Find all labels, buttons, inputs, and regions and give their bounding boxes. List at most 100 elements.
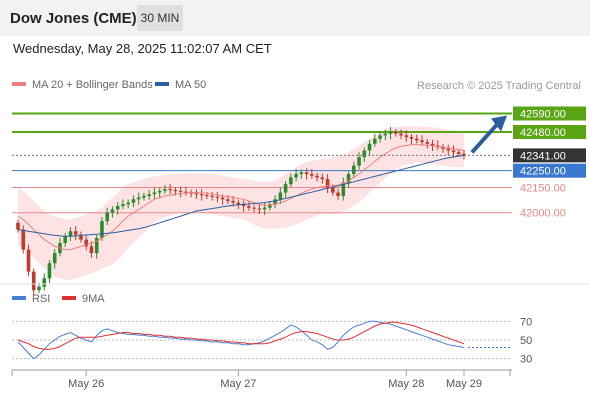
- candle-body: [184, 191, 188, 193]
- candle-body: [89, 246, 94, 254]
- candle-body: [441, 147, 445, 149]
- candle-body: [456, 152, 461, 154]
- instrument-title: Dow Jones (CME): [10, 10, 137, 27]
- candle-body: [236, 202, 241, 205]
- candle-body: [115, 206, 120, 210]
- candle-body: [362, 150, 367, 158]
- rsi-level-label: 70: [520, 316, 532, 328]
- candle-body: [189, 192, 193, 194]
- rsi-swatch-icon: [12, 296, 26, 301]
- candle-body: [388, 132, 393, 134]
- candle-body: [26, 249, 31, 272]
- candle-body: [325, 179, 330, 188]
- candle-body: [142, 195, 146, 198]
- candle-body: [110, 209, 115, 213]
- candle-body: [199, 194, 204, 196]
- candle-body: [299, 172, 304, 175]
- level-label-42480.00: 42480.00: [520, 127, 566, 139]
- legend-rsi: RSI: [12, 293, 50, 305]
- candle-body: [194, 193, 199, 195]
- candle-body: [73, 231, 78, 235]
- candle-body: [341, 182, 346, 196]
- level-box-42250.00: [513, 163, 586, 178]
- candle-body: [42, 278, 47, 287]
- candle-body: [289, 177, 293, 185]
- level-label-42000.00: 42000.00: [520, 208, 566, 220]
- candle-body: [420, 140, 424, 143]
- candle-body: [63, 236, 68, 243]
- candle-body: [105, 212, 109, 222]
- candle-body: [378, 135, 382, 139]
- candle-body: [304, 172, 309, 175]
- ma50-line: [17, 154, 465, 237]
- candle-body: [294, 174, 298, 178]
- candle-body: [446, 148, 451, 151]
- candle-body: [37, 286, 41, 291]
- x-tick-label: May 26: [68, 378, 104, 390]
- candle-body: [226, 199, 230, 201]
- candle-body: [357, 157, 361, 166]
- projection-arrow-icon: [491, 115, 507, 132]
- candle-body: [231, 200, 235, 203]
- interval-button[interactable]: 30 MIN: [137, 5, 183, 31]
- candle-body: [268, 204, 272, 208]
- candle-body: [310, 174, 314, 176]
- candle-body: [373, 138, 377, 144]
- candle-body: [31, 271, 36, 291]
- candle-body: [210, 195, 214, 197]
- candle-body: [147, 194, 151, 196]
- rsi-line: [17, 320, 465, 360]
- candle-body: [425, 142, 430, 144]
- candle-body: [16, 222, 20, 230]
- legend-ma20-label: MA 20 + Bollinger Bands: [32, 79, 153, 91]
- candle-body: [52, 253, 57, 264]
- candle-body: [157, 190, 162, 193]
- candle-body: [352, 165, 356, 175]
- candle-body: [247, 206, 251, 208]
- candle-body: [331, 187, 335, 193]
- candle-body: [220, 197, 225, 200]
- rsi-ma-line: [17, 321, 465, 350]
- candle-body: [404, 135, 409, 138]
- x-tick-label: May 27: [220, 378, 256, 390]
- candle-body: [84, 239, 89, 247]
- candle-body: [168, 189, 172, 191]
- x-tick-label: May 29: [446, 378, 482, 390]
- candle-body: [100, 221, 104, 238]
- candle-body: [136, 197, 141, 200]
- candle-body: [205, 195, 209, 197]
- candle-body: [241, 204, 246, 206]
- candle-body: [94, 237, 99, 254]
- level-label-42590.00: 42590.00: [520, 109, 566, 121]
- level-box-42480.00: [513, 125, 586, 139]
- candle-body: [163, 189, 167, 191]
- candle-body: [451, 150, 456, 153]
- legend-rsi-ma-label: 9MA: [82, 293, 105, 305]
- candle-body: [462, 153, 466, 156]
- candle-body: [393, 132, 398, 134]
- candle-body: [173, 190, 178, 192]
- candle-body: [252, 207, 256, 209]
- rsi-level-label: 50: [520, 335, 532, 347]
- candle-body: [320, 177, 325, 180]
- candle-body: [68, 231, 73, 237]
- candle-body: [409, 137, 414, 139]
- candle-body: [367, 143, 372, 151]
- level-label-42341.00: 42341.00: [520, 150, 566, 162]
- projection-arrow-shaft: [470, 123, 499, 154]
- chart-credit: Research © 2025 Trading Central: [416, 80, 581, 92]
- candle-body: [152, 192, 157, 195]
- level-box-42590.00: [513, 106, 586, 121]
- candle-body: [126, 202, 130, 205]
- candle-body: [79, 234, 83, 240]
- candle-body: [178, 190, 183, 192]
- ma50-swatch-icon: [155, 82, 169, 87]
- x-tick-label: May 28: [388, 378, 424, 390]
- rsi-ma-swatch-icon: [62, 296, 76, 301]
- candle-body: [346, 174, 351, 183]
- candle-body: [47, 263, 52, 279]
- candle-body: [399, 133, 403, 136]
- legend-ma50-label: MA 50: [175, 79, 207, 91]
- legend-rsi-ma: 9MA: [62, 293, 105, 305]
